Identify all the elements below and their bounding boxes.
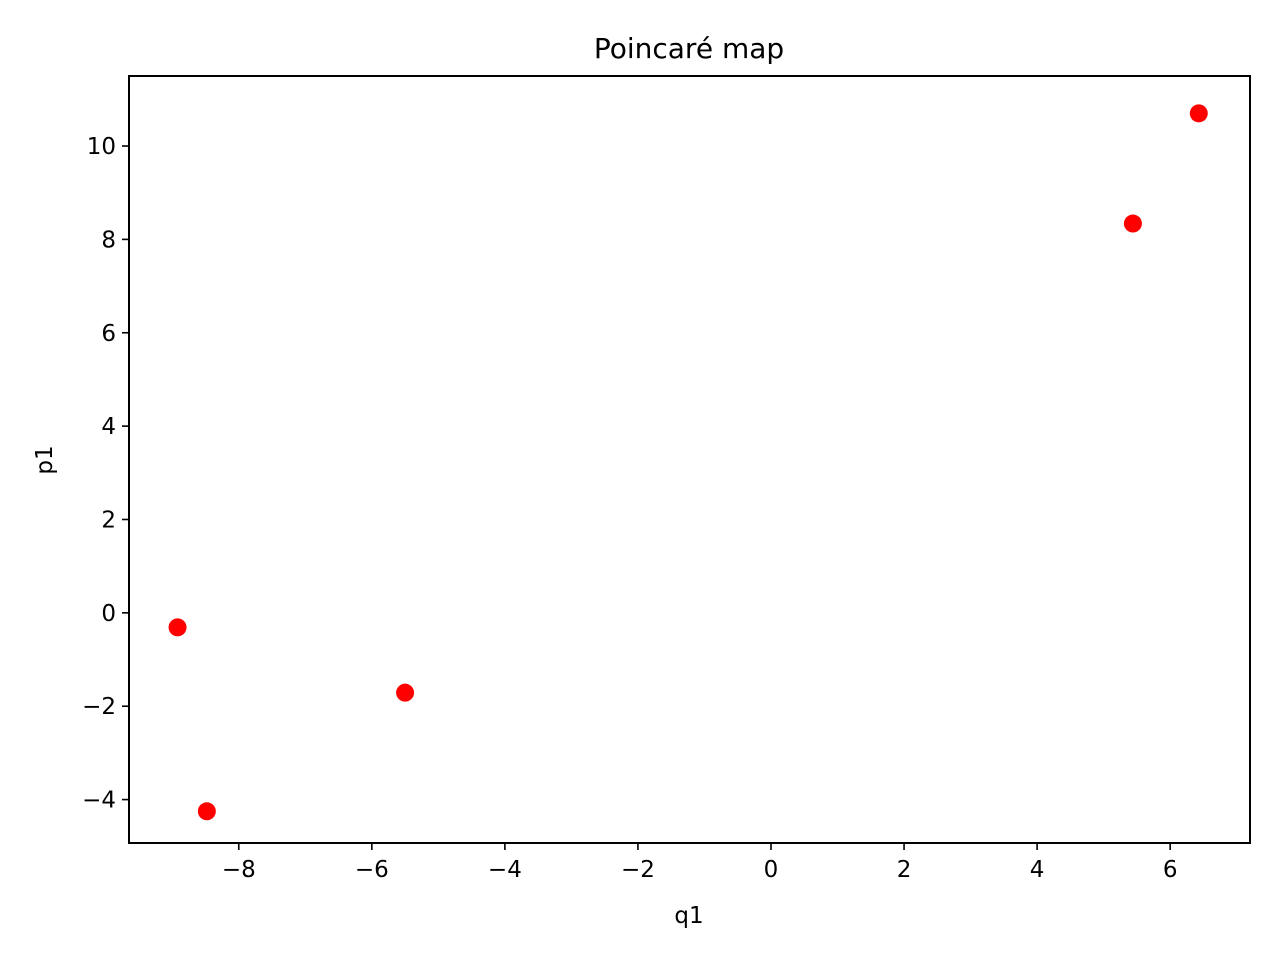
data-point: [1123, 214, 1142, 233]
x-tick-label: −8: [222, 857, 256, 883]
data-point: [168, 618, 187, 637]
x-tick-label: 0: [764, 857, 779, 883]
chart-title: Poincaré map: [594, 32, 784, 65]
y-axis: −4 −2 0 2 4 6 8 10: [82, 134, 129, 814]
x-tick-label: 6: [1163, 857, 1178, 883]
x-tick-label: 2: [897, 857, 912, 883]
plot-area: [128, 75, 1251, 844]
y-tick-label: 2: [101, 507, 116, 533]
data-points: [168, 104, 1208, 821]
y-tick-label: 8: [101, 227, 116, 253]
x-axis-title: q1: [674, 903, 703, 929]
data-point: [1189, 104, 1208, 123]
y-tick-label: 6: [101, 321, 116, 347]
y-tick-label: −4: [82, 788, 116, 814]
x-tick-label: −2: [621, 857, 655, 883]
x-tick-label: −6: [355, 857, 389, 883]
y-tick-label: 0: [101, 601, 116, 627]
x-axis: −8 −6 −4 −2 0 2 4 6: [222, 843, 1178, 883]
y-tick-label: 4: [101, 414, 116, 440]
data-point: [396, 683, 415, 702]
plot-frame: [128, 75, 1251, 844]
x-tick-label: 4: [1030, 857, 1045, 883]
data-point: [197, 802, 216, 821]
y-axis-title: p1: [32, 445, 58, 474]
y-tick-label: 10: [87, 134, 116, 160]
x-tick-label: −4: [488, 857, 522, 883]
y-tick-label: −2: [82, 694, 116, 720]
